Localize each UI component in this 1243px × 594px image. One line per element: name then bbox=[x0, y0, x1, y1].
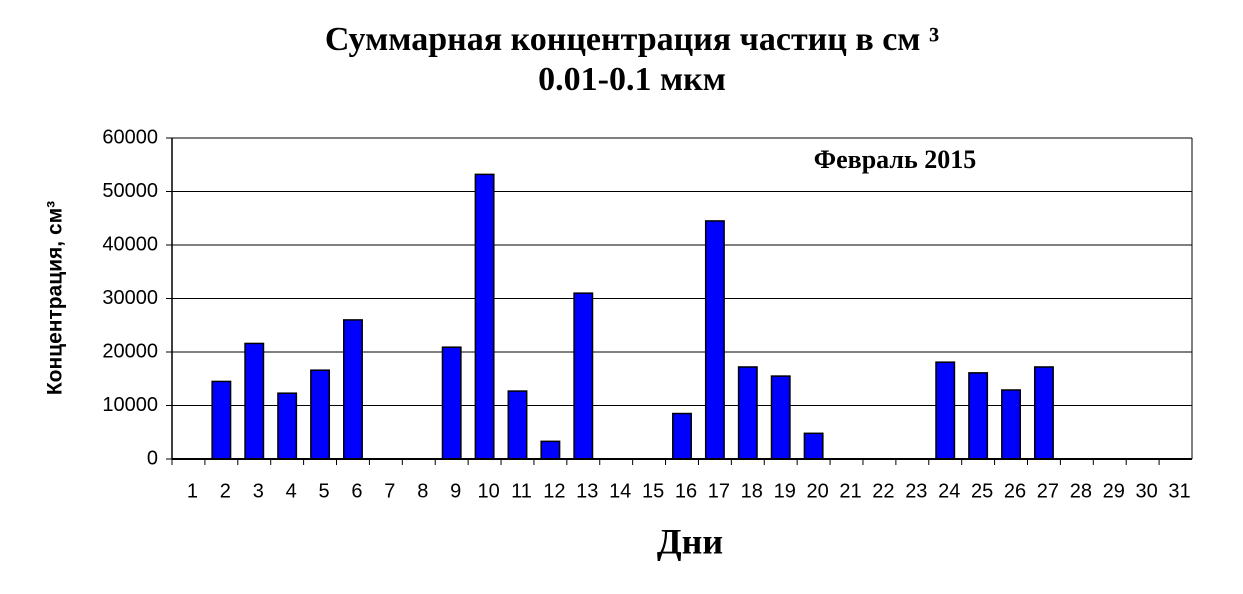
bar bbox=[244, 342, 265, 460]
x-tick-label: 20 bbox=[806, 480, 828, 502]
bar bbox=[441, 346, 462, 460]
bar bbox=[803, 432, 824, 460]
bar bbox=[474, 173, 495, 460]
x-tick-label: 6 bbox=[351, 480, 362, 502]
x-tick-label: 17 bbox=[708, 480, 730, 502]
bar bbox=[211, 380, 232, 460]
x-tick-label: 30 bbox=[1136, 480, 1158, 502]
x-tick-label: 2 bbox=[220, 480, 231, 502]
y-tick-label: 60000 bbox=[102, 126, 158, 148]
bar bbox=[935, 361, 956, 460]
x-tick-label: 11 bbox=[511, 480, 532, 502]
x-tick-label: 29 bbox=[1103, 480, 1125, 502]
bar bbox=[968, 372, 989, 460]
y-tick-label: 50000 bbox=[102, 180, 158, 202]
x-tick-label: 18 bbox=[741, 480, 763, 502]
x-tick-label: 13 bbox=[576, 480, 598, 502]
x-tick-label: 31 bbox=[1168, 480, 1190, 502]
bar bbox=[672, 412, 692, 460]
bar bbox=[573, 292, 594, 460]
chart-title: Суммарная концентрация частиц в см ³ bbox=[325, 21, 939, 58]
bar bbox=[310, 369, 331, 460]
bar bbox=[540, 440, 561, 460]
chart-subtitle: 0.01-0.1 мкм bbox=[538, 61, 726, 98]
x-tick-label: 16 bbox=[675, 480, 697, 502]
y-tick-label: 40000 bbox=[102, 233, 158, 255]
x-tick-label: 21 bbox=[839, 480, 861, 502]
x-tick-label: 1 bbox=[187, 480, 198, 502]
x-tick-label: 25 bbox=[971, 480, 993, 502]
y-tick-label: 0 bbox=[147, 447, 158, 469]
y-axis-label: Концентрация, см³ bbox=[44, 201, 67, 395]
x-tick-label: 5 bbox=[319, 480, 330, 502]
x-axis-label: Дни bbox=[657, 521, 723, 561]
x-tick-label: 26 bbox=[1004, 480, 1026, 502]
x-tick-label: 15 bbox=[642, 480, 664, 502]
y-tick-label: 20000 bbox=[102, 340, 158, 362]
x-tick-label: 4 bbox=[286, 480, 297, 502]
x-tick-label: 7 bbox=[384, 480, 395, 502]
x-tick-label: 10 bbox=[477, 480, 499, 502]
bar bbox=[277, 392, 298, 460]
y-tick-label: 30000 bbox=[102, 287, 158, 309]
x-tick-label: 27 bbox=[1037, 480, 1059, 502]
bar bbox=[1001, 389, 1021, 460]
x-tick-label: 12 bbox=[543, 480, 565, 502]
y-tick-label: 10000 bbox=[102, 394, 158, 416]
bar bbox=[770, 375, 791, 460]
x-tick-label: 22 bbox=[872, 480, 894, 502]
x-tick-label: 28 bbox=[1070, 480, 1092, 502]
x-tick-label: 3 bbox=[253, 480, 264, 502]
x-tick-label: 19 bbox=[774, 480, 796, 502]
bar bbox=[737, 366, 758, 460]
bar bbox=[704, 220, 725, 460]
x-tick-label: 9 bbox=[450, 480, 461, 502]
x-tick-label: 24 bbox=[938, 480, 960, 502]
bar bbox=[343, 319, 363, 460]
bar bbox=[1033, 366, 1054, 460]
x-tick-label: 14 bbox=[609, 480, 631, 502]
annotation: Февраль 2015 bbox=[814, 145, 976, 174]
bar bbox=[507, 390, 528, 460]
x-tick-label: 23 bbox=[905, 480, 927, 502]
x-tick-label: 8 bbox=[417, 480, 428, 502]
